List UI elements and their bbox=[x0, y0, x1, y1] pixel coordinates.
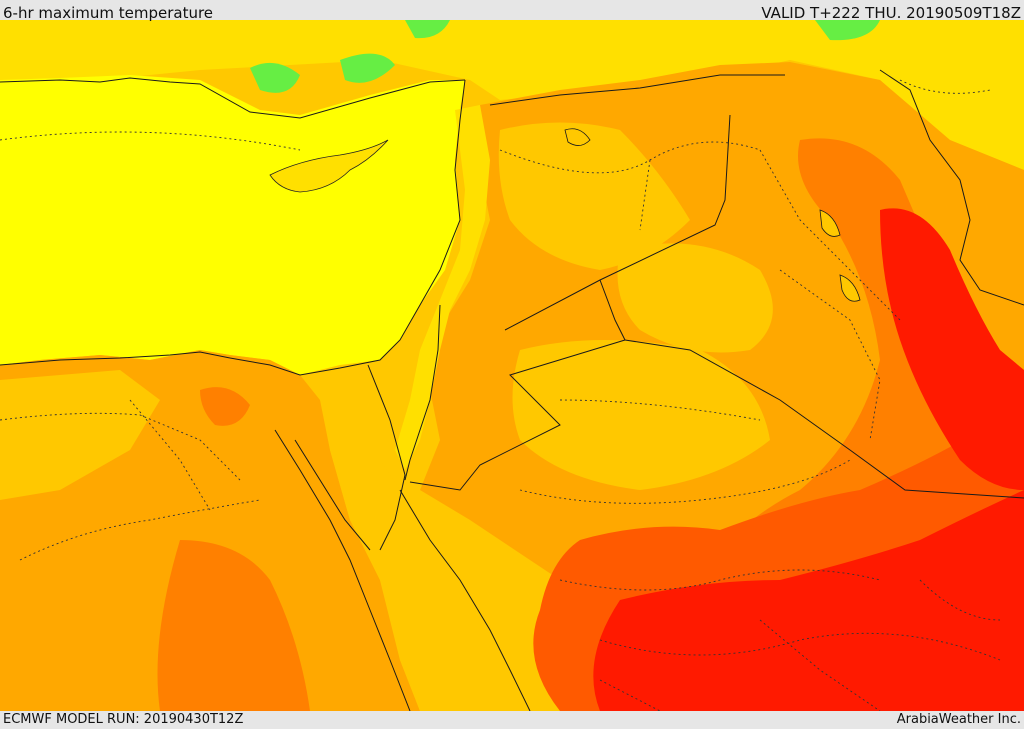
syria-gold-patch bbox=[498, 122, 690, 270]
nile-delta-dark bbox=[200, 387, 250, 426]
country-borders bbox=[0, 69, 1024, 711]
border-jordan-saudi bbox=[409, 339, 626, 491]
border-iraq-saudi bbox=[624, 339, 1024, 499]
lake-razazza bbox=[839, 274, 861, 302]
red-core-south bbox=[593, 490, 1024, 711]
coast-red-sea-east bbox=[399, 489, 531, 711]
border-jordan-valley bbox=[404, 304, 441, 481]
map-title: 6-hr maximum temperature bbox=[3, 4, 214, 22]
border-egypt-israel bbox=[367, 364, 406, 476]
border-syria-turkey bbox=[489, 74, 785, 106]
lake-tharthar bbox=[819, 209, 841, 237]
green-patch-3 bbox=[405, 20, 450, 39]
turkey-region bbox=[0, 20, 1024, 170]
border-jordan-iraq bbox=[599, 279, 626, 341]
credit-text: ArabiaWeather Inc. bbox=[896, 712, 1021, 727]
coast-gulf-aqaba bbox=[379, 474, 406, 551]
jordan-gold-patch bbox=[512, 340, 770, 490]
coast-egypt-north bbox=[0, 351, 231, 366]
border-iran-iraq bbox=[879, 69, 1024, 306]
egypt-gold-patch bbox=[0, 370, 160, 500]
levant-coast bbox=[395, 105, 490, 470]
lake-assad bbox=[564, 128, 591, 146]
header-bar bbox=[0, 0, 1024, 20]
mediterranean-sea bbox=[0, 75, 465, 375]
green-patch-4 bbox=[815, 20, 880, 41]
coast-turkey bbox=[0, 77, 466, 119]
cyprus-island bbox=[269, 139, 389, 193]
model-run: ECMWF MODEL RUN: 20190430T12Z bbox=[3, 712, 244, 727]
temperature-map bbox=[0, 20, 1024, 711]
green-patch-2 bbox=[340, 53, 395, 83]
border-syria-iraq bbox=[504, 114, 731, 331]
red-sea-gold bbox=[330, 450, 520, 711]
green-patch-1 bbox=[250, 62, 300, 93]
valid-time: VALID T+222 THU. 20190509T18Z bbox=[761, 4, 1021, 22]
footer-bar bbox=[0, 711, 1024, 729]
coast-mediterranean-east bbox=[229, 79, 466, 376]
coast-red-sea-west bbox=[274, 429, 411, 711]
red-core-east bbox=[880, 208, 1024, 491]
province-boundaries bbox=[0, 79, 1001, 711]
iraq-gold-patch bbox=[617, 243, 773, 353]
egypt-dark-orange-sw bbox=[157, 540, 310, 711]
coast-gulf-suez bbox=[294, 439, 371, 551]
